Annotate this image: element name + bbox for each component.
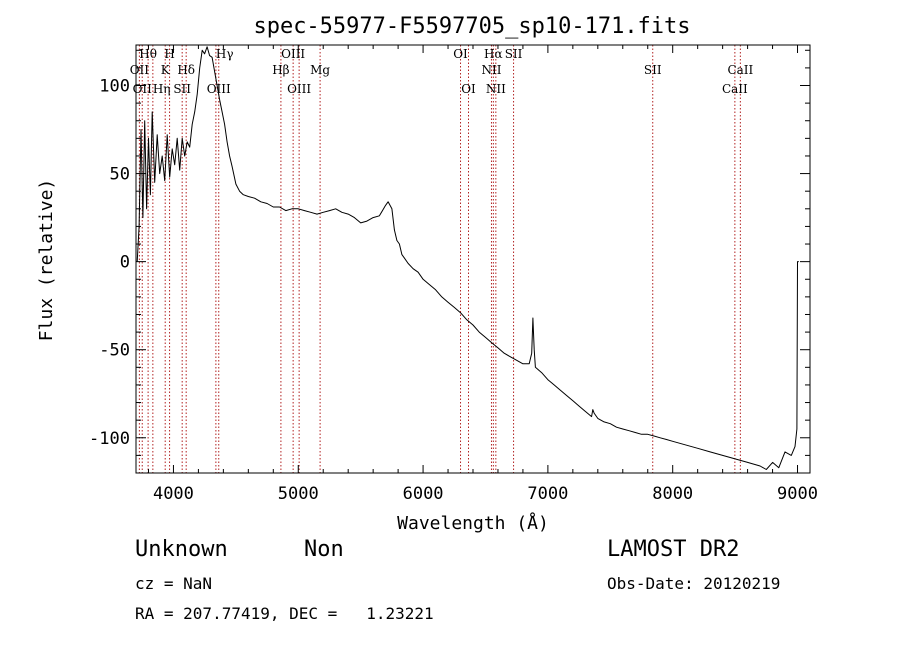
subclass-label: Non [304, 537, 344, 562]
cz-label: cz = NaN [135, 574, 213, 593]
spectral-lines-layer [138, 45, 741, 473]
spectral-line-label: Hα [484, 47, 503, 61]
plot-frame [135, 44, 811, 474]
spectral-line-label: Hη [153, 82, 171, 96]
x-tick-label: 7000 [527, 484, 568, 504]
spectral-line-label: NII [486, 82, 506, 96]
spectral-line-label: Hθ [139, 47, 157, 61]
spectral-line-label: OIII [281, 47, 305, 61]
y-tick-label: 100 [99, 77, 130, 97]
spectral-line-label: OIII [287, 82, 311, 96]
y-tick-label: 50 [110, 165, 130, 185]
class-label: Unknown [135, 537, 228, 562]
y-tick-label: -50 [99, 341, 130, 361]
spectral-line-label: NII [481, 63, 501, 77]
radec-label: RA = 207.77419, DEC = 1.23221 [135, 604, 434, 623]
spectral-line-label: OI [461, 82, 476, 96]
spectral-line-label: Mg [310, 63, 330, 77]
spectral-line-label: SII [173, 82, 191, 96]
spectral-line-label: Hδ [177, 63, 195, 77]
spectral-line-label: H [164, 47, 174, 61]
spectral-line-label: SII [644, 63, 662, 77]
series-layer [136, 46, 799, 470]
spectral-line-label: CaII [722, 82, 748, 96]
spectral-line-label: Hβ [272, 63, 289, 77]
spectral-line-labels: OIIOIIHθHηKHSIIHδHγOIIIHβOIIIOIIIMgOIOIN… [130, 47, 754, 96]
spectral-line-label: OI [453, 47, 468, 61]
x-tick-label: 6000 [403, 484, 444, 504]
y-tick-label: 0 [120, 253, 130, 273]
x-tick-label: 8000 [652, 484, 693, 504]
spectral-line-label: K [161, 63, 171, 77]
spectrum-series-line [136, 46, 799, 470]
obs-date-label: Obs-Date: 20120219 [607, 574, 781, 593]
survey-label: LAMOST DR2 [607, 537, 740, 562]
x-axis-label: Wavelength (Å) [397, 512, 549, 534]
spectral-line-label: OII [130, 63, 150, 77]
y-tick-label: -100 [89, 429, 130, 449]
spectral-line-label: OIII [207, 82, 231, 96]
x-tick-label: 9000 [777, 484, 818, 504]
chart-title: spec-55977-F5597705_sp10-171.fits [253, 14, 690, 39]
x-tick-label: 4000 [153, 484, 194, 504]
x-tick-label: 5000 [278, 484, 319, 504]
spectral-line-label: CaII [727, 63, 753, 77]
axis-ticks: 4000 5000 6000 7000 8000 9000 -100 -50 0 50 100 [89, 45, 818, 504]
spectral-line-label: SII [505, 47, 523, 61]
spectral-line-label: Hγ [216, 47, 234, 61]
y-axis-label: Flux (relative) [36, 179, 57, 342]
